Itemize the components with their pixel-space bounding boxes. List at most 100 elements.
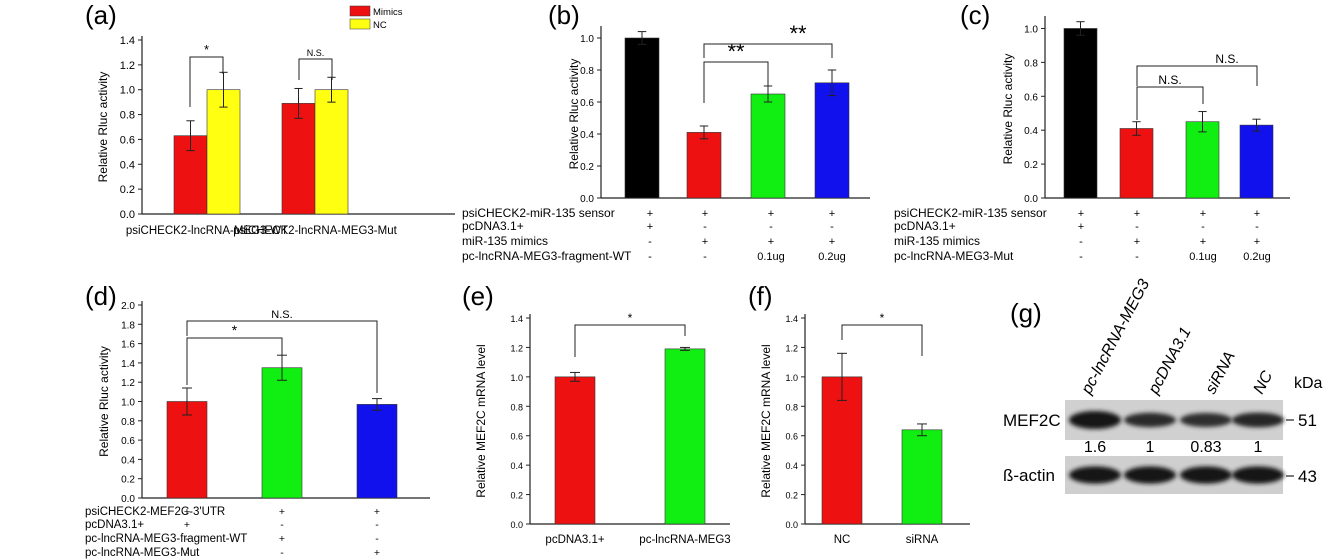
condition-row-label: pcDNA3.1+ [462,219,524,233]
panel-g-label: (g) [1010,298,1042,328]
bar-1 [166,401,208,499]
y-tick-label: 0.2 [785,491,798,501]
panel-d-chart: (d) 0.0 0.2 0.4 0.6 0.8 1.0 1.2 1.4 1.6 1.8 2.0 Rel… [85,281,430,559]
bar-mimics-2 [281,103,316,215]
condition-value: + [1078,221,1084,233]
condition-value: + [374,547,380,559]
blot-band-mef2c-3 [1180,413,1232,427]
band-label-actin: ß-actin [1003,466,1055,485]
y-tick-label: 1.4 [120,35,135,47]
y-tick-label: 1.2 [120,60,135,72]
significance-label: N.S. [307,48,325,58]
legend-swatch-mimics [349,5,371,17]
y-tick-label: 0.6 [120,134,135,146]
significance-label: N.S. [271,309,292,321]
y-axis-label: Relative Rluc activity [96,72,110,183]
bar-3 [356,404,398,499]
condition-value: + [1200,236,1206,248]
y-axis-label: Relative Rluc activity [97,346,111,457]
y-axis-label: Relative Rluc activity [567,59,581,170]
condition-value: + [279,506,285,518]
significance-label: N.S. [1158,73,1181,87]
y-tick-label: 1.4 [510,314,523,324]
condition-value: + [1254,236,1260,248]
y-tick-label: 1.4 [785,314,798,324]
significance-bracket-d2 [186,320,378,393]
condition-value: - [280,519,284,531]
y-tick-label: 0.4 [1024,126,1038,137]
bar-4 [814,82,850,199]
y-tick-label: 0.0 [120,209,135,221]
panel-g-western-blot: (g) pc-lncRNA-MEG3 pcDNA3.1 siRNA NC kDa… [1003,277,1323,494]
blot-bands [1069,411,1284,484]
bar-3 [1185,121,1220,199]
y-tick-label: 0.6 [580,98,594,109]
significance-bracket-c2 [1136,65,1258,86]
quant-value-3: 0.83 [1190,439,1221,456]
significance-label: N.S. [1215,52,1238,66]
condition-value: - [830,221,834,233]
condition-value: + [184,519,190,531]
significance-bracket-e1 [574,324,686,357]
bar-1 [624,37,660,199]
band-label-mef2c: MEF2C [1003,411,1061,430]
condition-value: - [703,251,707,263]
x-category-label: pc-lncRNA-MEG3 [639,534,730,546]
condition-value: - [1079,236,1083,248]
condition-value: - [703,221,707,233]
condition-value: - [1255,221,1259,233]
lane-label-2: pcDNA3.1 [1145,325,1195,398]
marker-size-43: 43 [1298,467,1317,486]
condition-value: - [185,533,189,545]
y-tick-label: 0.0 [580,194,594,205]
significance-label: ** [727,39,745,64]
condition-value: - [1079,251,1083,263]
condition-value: + [702,208,708,220]
condition-value: + [647,208,653,220]
quant-value-2: 1 [1146,439,1155,456]
condition-value: - [1135,251,1139,263]
bar-nc-2 [314,89,349,215]
condition-value: + [702,236,708,248]
condition-value: + [1078,208,1084,220]
y-tick-label: 0.0 [1024,194,1038,205]
condition-value: + [768,236,774,248]
condition-row-label: pcDNA3.1+ [894,219,956,233]
condition-value: 0.2ug [818,251,846,263]
bar-4 [1239,124,1274,199]
bar-2 [686,132,722,199]
condition-value: - [375,519,379,531]
y-tick-label: 0.0 [785,520,798,530]
y-tick-label: 1.2 [785,343,798,353]
y-tick-label: 1.4 [121,359,135,370]
significance-label: * [204,42,209,57]
y-tick-label: 0.0 [510,520,523,530]
y-tick-label: 1.0 [510,373,523,383]
y-tick-label: 1.2 [121,378,135,389]
blot-band-actin-1 [1069,466,1121,484]
y-tick-label: 0.2 [510,491,523,501]
y-tick-label: 0.4 [121,455,135,466]
condition-value: - [1135,221,1139,233]
condition-row-label: miR-135 mimics [894,234,980,248]
condition-row-label: pcDNA3.1+ [85,519,144,531]
y-tick-label: 0.8 [1024,58,1038,69]
y-tick-label: 2.0 [121,301,135,312]
condition-row-label: psiCHECK2-miR-135 sensor [462,206,615,220]
y-tick-label: 0.2 [1024,160,1038,171]
legend-swatch-nc [349,18,371,30]
condition-value: - [769,221,773,233]
bar-2 [901,429,943,525]
significance-bracket-a1 [189,56,224,107]
y-tick-label: 0.2 [121,475,135,486]
panel-f-chart: (f) 0.0 0.2 0.4 0.6 0.8 1.0 1.2 1.4 Relative MEF… [748,281,970,546]
condition-value: + [1200,208,1206,220]
y-tick-label: 0.8 [120,110,135,122]
bar-1 [821,376,863,525]
y-tick-label: 0.6 [1024,92,1038,103]
y-axis-label: Relative MEF2C mRNA level [474,344,488,497]
bar-nc-1 [206,89,241,215]
y-tick-label: 1.6 [121,340,135,351]
x-category-label: psiCHECK2-lncRNA-MEG3-Mut [233,225,397,237]
